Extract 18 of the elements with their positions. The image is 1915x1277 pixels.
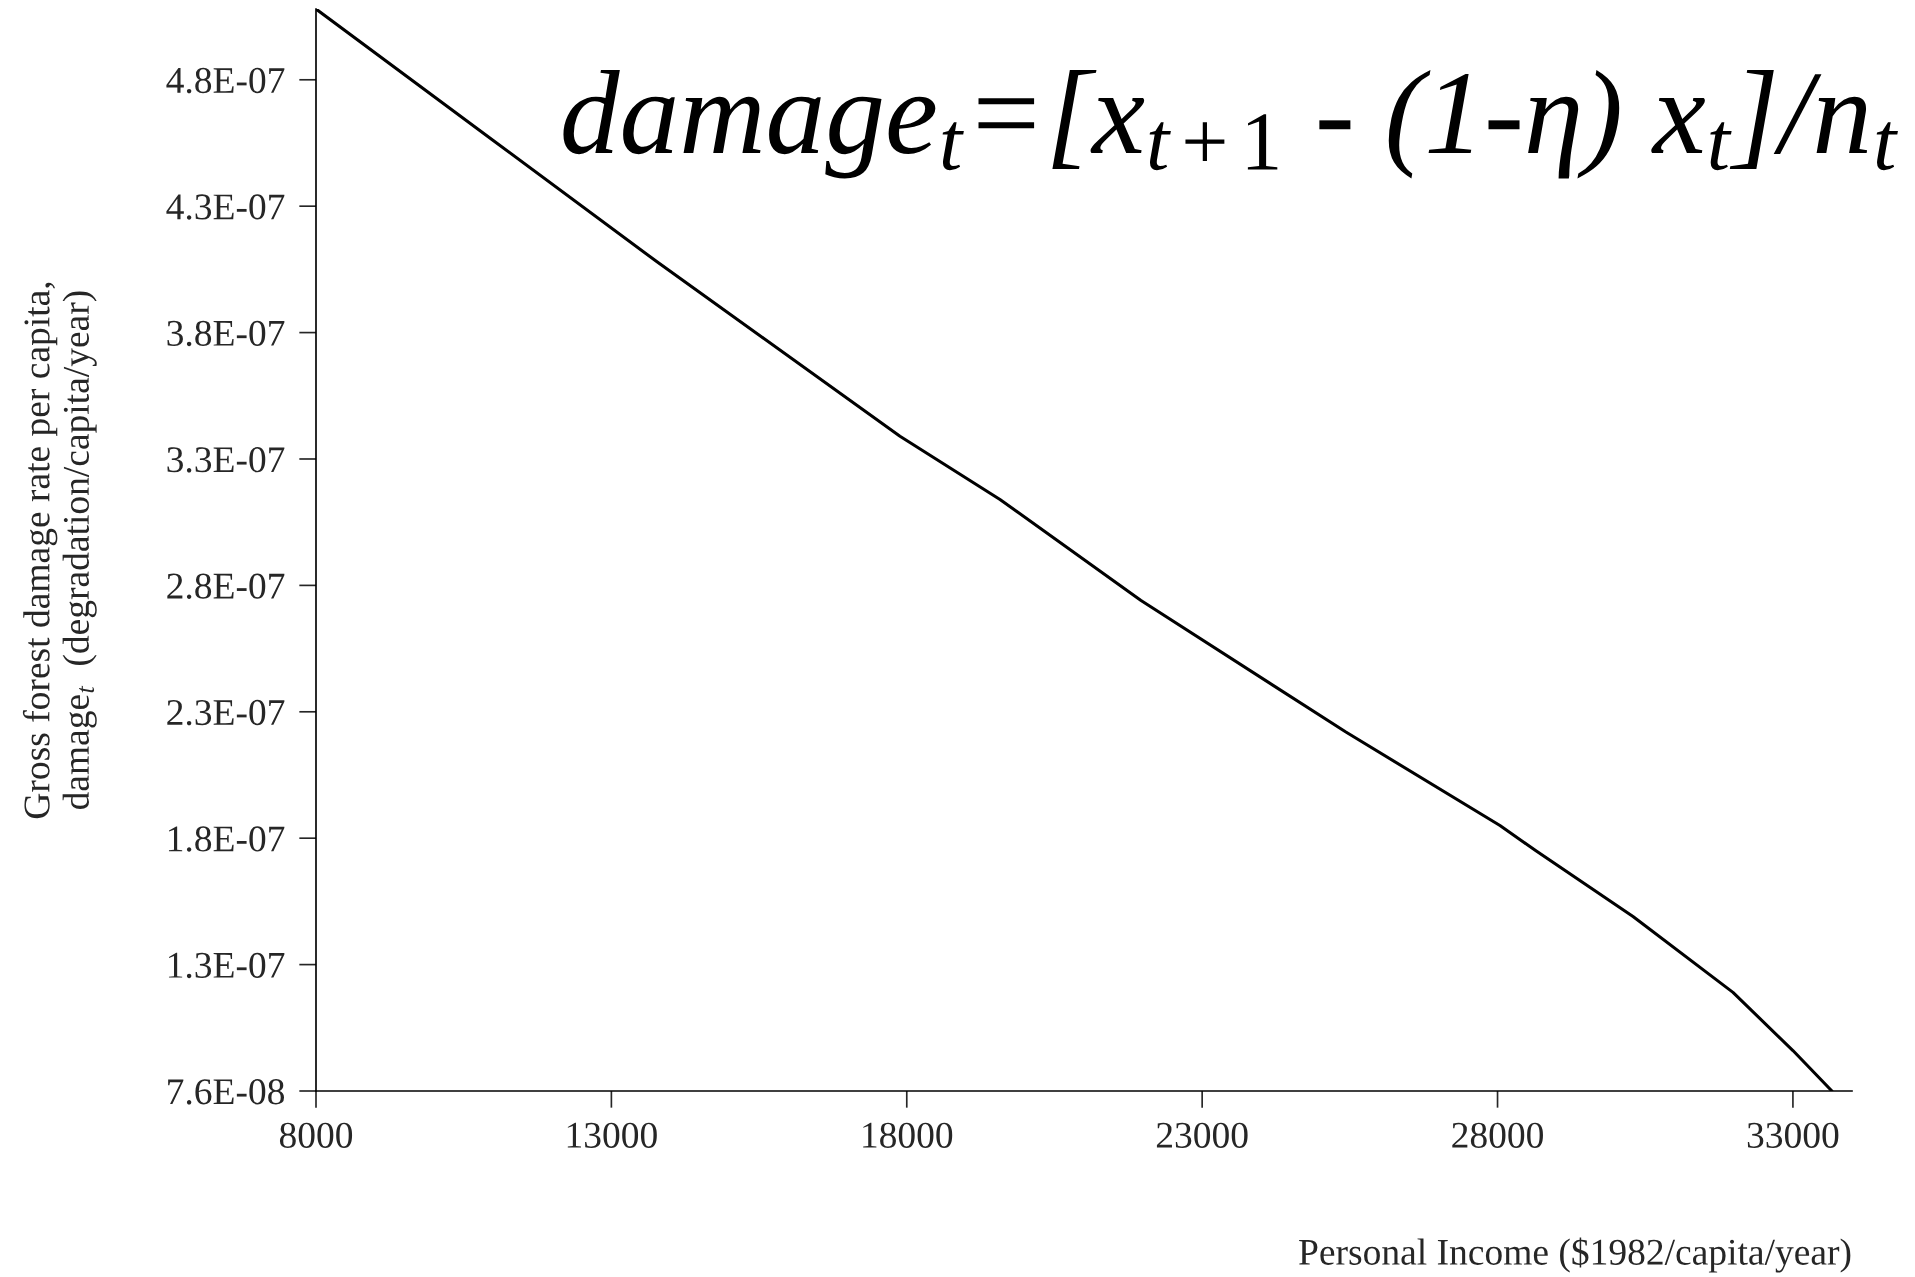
y-tick-label: 1.3E-07 (168, 952, 285, 979)
y-tick-label: 1.8E-07 (168, 826, 285, 852)
y-tick-label: 4.8E-07 (166, 67, 285, 94)
y-tick-label: 4.3E-07 (166, 194, 285, 220)
y-tick-label: 3.8E-07 (167, 320, 285, 347)
y-axis-title: Gross forest damage rate per capita, damage$_{t}$ (degradation/capita/year) (22, 282, 97, 819)
x-tick-label: 18000 (863, 1122, 953, 1148)
y-tick-label: 3.3E-07 (167, 447, 285, 473)
x-tick-label: 33000 (1747, 1122, 1839, 1148)
y-tick-label: 2.3E-07 (167, 699, 285, 726)
x-tick-label: 13000 (567, 1122, 657, 1148)
chart-title: damage$_{t}$=[x$_{t+1}$ - (1-η) x$_{t}$]/n$_{t}$ (563, 70, 1898, 179)
x-tick-label: 8000 (279, 1122, 353, 1148)
y-tick-label: 7.6E-08 (168, 1079, 285, 1105)
x-axis-title: Personal Income ($1982/capita/year) (1299, 1237, 1851, 1273)
y-tick-label: 2.8E-07 (167, 573, 285, 599)
x-tick-label: 28000 (1452, 1122, 1543, 1148)
x-tick-label: 23000 (1156, 1122, 1248, 1148)
